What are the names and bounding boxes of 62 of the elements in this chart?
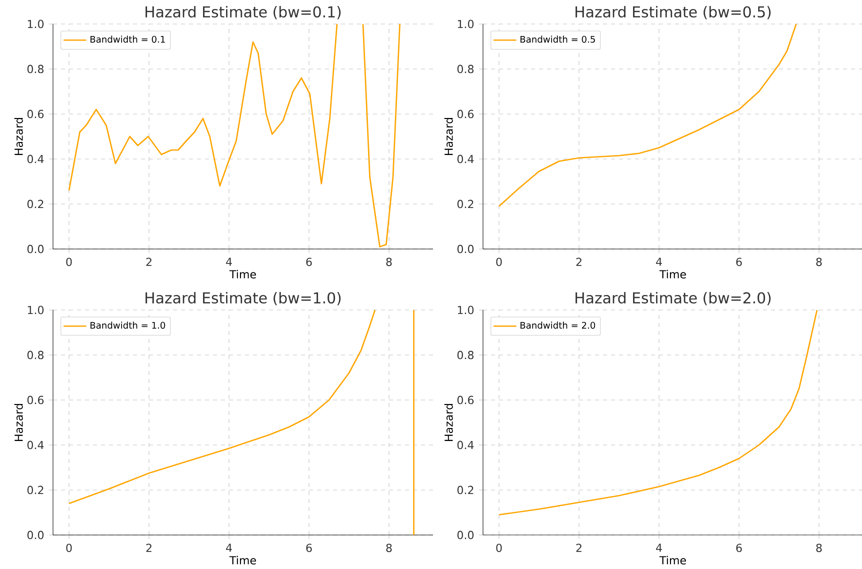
legend-label: Bandwidth = 0.5	[520, 36, 595, 43]
x-axis-title: Time	[659, 556, 686, 564]
y-tick-label: 0.6	[27, 396, 44, 404]
chart-title: Hazard Estimate (bw=1.0)	[146, 292, 341, 306]
y-tick-label: 1.0	[458, 20, 474, 28]
y-axis-title: Hazard	[14, 404, 23, 441]
x-axis-title: Time	[659, 270, 686, 278]
x-axis-title: Time	[229, 556, 256, 564]
x-tick-label: 8	[816, 258, 822, 266]
y-tick-label: 0.4	[27, 440, 44, 450]
x-tick-label: 4	[656, 258, 662, 266]
y-tick-label: 1.0	[28, 306, 44, 314]
x-tick-label: 4	[656, 544, 662, 552]
x-tick-label: 0	[496, 544, 502, 552]
legend-label: Bandwidth = 2.0	[520, 322, 596, 329]
x-tick-label: 8	[386, 258, 392, 266]
y-tick-label: 0.4	[27, 154, 44, 164]
y-tick-label: 1.0	[458, 306, 474, 314]
y-tick-label: 0.0	[457, 244, 474, 254]
y-tick-label: 0.2	[457, 200, 474, 208]
x-tick-label: 6	[736, 258, 742, 266]
y-tick-label: 0.6	[27, 110, 44, 118]
chart-title: Hazard Estimate (bw=0.1)	[146, 6, 341, 20]
y-tick-label: 0.0	[27, 244, 44, 254]
chart-title: Hazard Estimate (bw=0.5)	[576, 6, 771, 20]
x-tick-label: 0	[496, 258, 502, 266]
x-tick-label: 2	[576, 544, 582, 552]
y-tick-label: 0.0	[457, 530, 474, 540]
x-tick-label: 4	[226, 544, 232, 552]
y-tick-label: 0.2	[27, 200, 44, 208]
x-tick-label: 6	[306, 544, 312, 552]
y-tick-label: 0.4	[457, 440, 474, 450]
x-tick-label: 6	[306, 258, 312, 266]
x-tick-label: 2	[146, 258, 152, 266]
x-tick-label: 4	[226, 258, 232, 266]
y-tick-label: 0.8	[457, 350, 474, 360]
legend-label: Bandwidth = 1.0	[90, 322, 166, 329]
y-tick-label: 0.8	[457, 64, 474, 74]
y-tick-label: 0.6	[457, 110, 474, 118]
y-tick-label: 0.6	[457, 396, 474, 404]
y-tick-label: 1.0	[28, 20, 44, 28]
x-axis-title: Time	[229, 270, 256, 278]
y-tick-label: 0.0	[27, 530, 44, 540]
x-tick-label: 6	[736, 544, 742, 552]
y-tick-label: 0.2	[457, 486, 474, 494]
x-tick-label: 8	[816, 544, 822, 552]
y-tick-label: 0.8	[27, 64, 44, 74]
x-tick-label: 8	[386, 544, 392, 552]
y-axis-title: Hazard	[444, 404, 453, 441]
x-tick-label: 0	[66, 258, 72, 266]
y-axis-title: Hazard	[14, 118, 23, 155]
x-tick-label: 2	[146, 544, 152, 552]
line-series	[498, 24, 797, 207]
y-tick-label: 0.4	[457, 154, 474, 164]
y-tick-label: 0.2	[27, 486, 44, 494]
x-tick-label: 2	[576, 258, 582, 266]
line-series	[498, 310, 818, 516]
chart-title: Hazard Estimate (bw=2.0)	[576, 292, 771, 306]
y-axis-title: Hazard	[444, 118, 453, 155]
y-tick-label: 0.8	[27, 350, 44, 360]
x-tick-label: 0	[66, 544, 72, 552]
legend-label: Bandwidth = 0.1	[90, 36, 165, 43]
